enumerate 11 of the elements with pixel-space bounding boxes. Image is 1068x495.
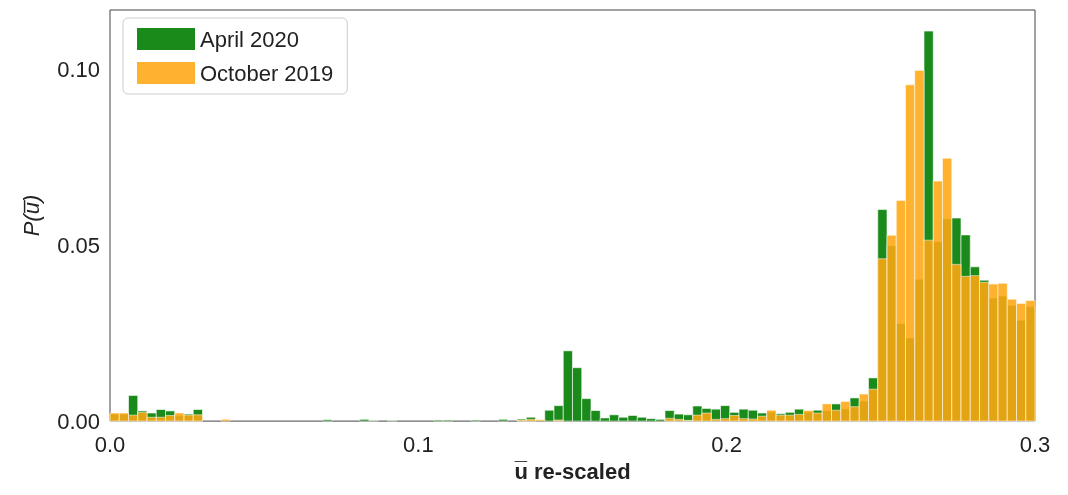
y-tick-label: 0.10 bbox=[57, 57, 100, 83]
legend-label: April 2020 bbox=[200, 26, 300, 52]
x-tick-label: 0.0 bbox=[94, 431, 126, 457]
y-tick-label: 0.05 bbox=[57, 232, 100, 258]
legend-label: October 2019 bbox=[200, 60, 334, 86]
x-axis-title: u̅ re-scaled bbox=[514, 458, 631, 484]
y-axis-title: P(u̅) bbox=[18, 194, 44, 237]
y-tick-label: 0.00 bbox=[57, 408, 100, 434]
x-tick-label: 0.1 bbox=[403, 431, 434, 457]
x-tick-label: 0.2 bbox=[711, 431, 742, 457]
x-tick-label: 0.3 bbox=[1019, 431, 1051, 457]
